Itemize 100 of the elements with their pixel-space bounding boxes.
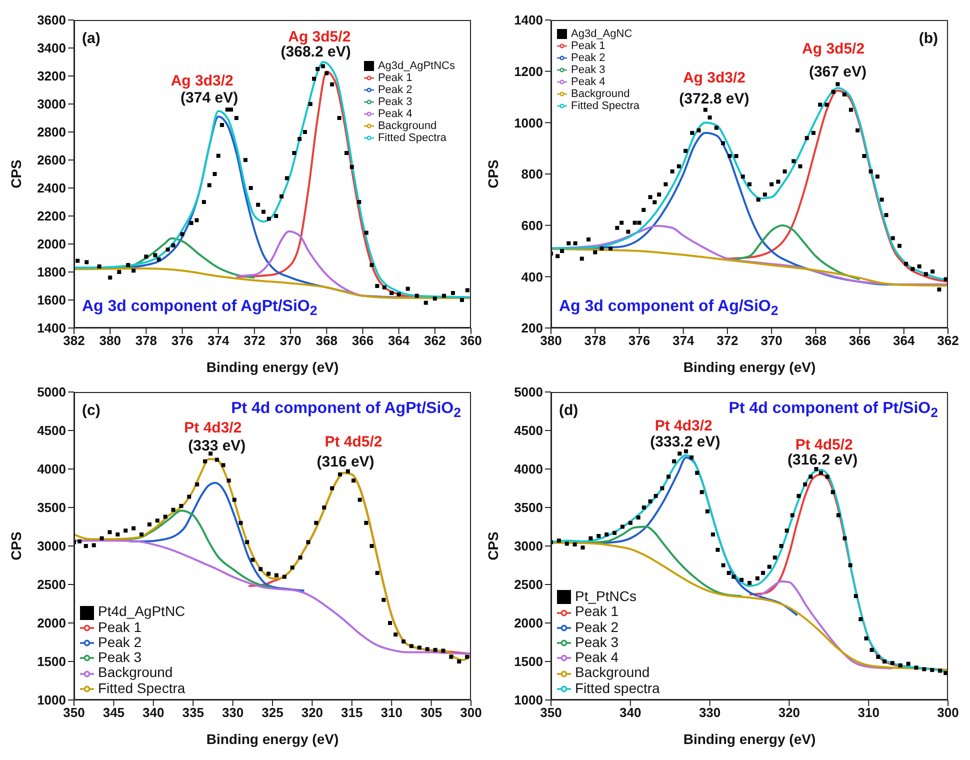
- x-tick-label: 330: [222, 705, 244, 720]
- annotation: (316 eV): [316, 454, 374, 471]
- y-tick-label: 3000: [514, 538, 543, 554]
- legend-label: Pt_PtNCs: [575, 588, 636, 604]
- x-tick-label: 380: [99, 333, 121, 348]
- annotation: Ag 3d3/2: [682, 70, 746, 87]
- annotation: (a): [82, 30, 100, 47]
- x-tick-label: 350: [540, 705, 562, 720]
- y-tick-label: 3500: [37, 500, 66, 516]
- x-tick-label: 330: [698, 705, 721, 720]
- annotation: (372.8 eV): [679, 90, 750, 108]
- x-tick-label: 370: [760, 333, 782, 348]
- y-tick-label: 5000: [514, 384, 543, 400]
- x-tick-label: 300: [937, 705, 959, 720]
- y-tick-label: 200: [521, 320, 543, 336]
- y-tick-label: 1500: [514, 654, 543, 670]
- y-tick-label: 3000: [37, 538, 66, 554]
- annotation: (316.2 eV): [788, 452, 858, 469]
- y-tick-label: 4500: [37, 423, 66, 438]
- annotation: Pt 4d3/2: [184, 419, 242, 436]
- legend-label: Background: [571, 88, 630, 100]
- legend-label: Peak 3: [378, 96, 412, 108]
- x-axis-title: Binding energy (eV): [206, 359, 339, 375]
- annotation: (333 eV): [188, 437, 246, 454]
- x-tick-label: 376: [171, 333, 194, 348]
- legend-label: Peak 1: [571, 40, 606, 52]
- annotation: (367 eV): [808, 63, 866, 80]
- x-tick-label: 362: [424, 333, 446, 348]
- y-tick-label: 2000: [37, 236, 66, 252]
- legend-label: Background: [98, 664, 173, 680]
- x-tick-label: 310: [858, 705, 880, 720]
- x-tick-label: 305: [420, 705, 442, 720]
- legend-label: Peak 4: [575, 649, 619, 666]
- y-tick-label: 4500: [514, 423, 543, 438]
- x-tick-label: 366: [848, 333, 871, 348]
- y-axis-title: CPS: [8, 532, 24, 560]
- x-tick-label: 315: [341, 705, 363, 720]
- annotation: Ag 3d5/2: [288, 28, 351, 46]
- x-tick-label: 350: [63, 705, 85, 720]
- y-tick-label: 2800: [37, 124, 66, 140]
- x-tick-label: 366: [352, 333, 374, 348]
- annotation: (368.2 eV): [280, 44, 351, 61]
- y-tick-label: 5000: [37, 384, 66, 400]
- y-tick-label: 3600: [37, 12, 66, 28]
- y-tick-label: 1000: [514, 115, 543, 130]
- annotation: Ag 3d5/2: [802, 40, 865, 58]
- x-tick-label: 364: [893, 333, 916, 348]
- annotation: Ag 3d component of Ag/SiO$_{2}$: [559, 298, 778, 318]
- y-tick-label: 2400: [37, 180, 66, 196]
- y-tick-label: 1200: [514, 64, 543, 79]
- y-tick-label: 2000: [514, 616, 543, 631]
- y-tick-label: 1000: [37, 692, 66, 708]
- legend-label: Fitted Spectra: [98, 680, 186, 696]
- x-tick-label: 364: [388, 333, 410, 348]
- legend-label: Pt4d_AgPtNC: [98, 603, 186, 620]
- x-tick-label: 380: [540, 333, 562, 348]
- y-axis-title: CPS: [484, 160, 501, 188]
- y-axis-title: CPS: [8, 160, 24, 188]
- legend-label: Peak 2: [571, 52, 606, 64]
- y-tick-label: 2500: [514, 577, 543, 592]
- y-axis-title: CPS: [484, 532, 501, 560]
- x-tick-label: 320: [301, 705, 324, 720]
- annotation: Pt 4d3/2: [654, 418, 712, 435]
- y-tick-label: 3000: [37, 96, 66, 112]
- annotation: Ag 3d3/2: [170, 72, 234, 90]
- legend-label: Peak 1: [378, 72, 412, 84]
- legend-label: Fitted Spectra: [571, 100, 640, 112]
- annotation: (333.2 eV): [650, 433, 720, 450]
- x-tick-label: 362: [937, 333, 959, 348]
- legend-label: Fitted Spectra: [378, 132, 446, 144]
- y-tick-label: 1400: [37, 320, 66, 336]
- y-tick-label: 4000: [37, 462, 66, 477]
- x-tick-label: 310: [380, 705, 402, 720]
- annotation: Ag 3d component of AgPt/SiO$_{2}$: [82, 298, 318, 318]
- x-tick-label: 372: [244, 333, 266, 348]
- x-tick-label: 368: [316, 333, 338, 348]
- annotation: Pt 4d component of Pt/SiO$_{2}$: [728, 400, 938, 420]
- y-tick-label: 4000: [514, 462, 543, 477]
- y-tick-label: 1800: [37, 264, 66, 280]
- legend-label: Peak 3: [571, 64, 606, 76]
- legend-label: Peak 3: [98, 649, 142, 666]
- x-tick-label: 300: [460, 705, 482, 720]
- y-tick-label: 3200: [37, 68, 66, 84]
- annotation: (b): [918, 30, 938, 47]
- x-tick-label: 325: [262, 705, 284, 720]
- x-tick-label: 370: [280, 333, 302, 348]
- annotation: (d): [559, 402, 578, 419]
- x-tick-label: 340: [142, 705, 164, 720]
- y-tick-label: 2200: [37, 208, 66, 224]
- y-tick-label: 400: [521, 269, 543, 284]
- legend-label: Peak 2: [575, 618, 619, 635]
- y-tick-label: 600: [521, 218, 543, 233]
- y-tick-label: 3400: [37, 40, 66, 56]
- x-axis-title: Binding energy (eV): [683, 359, 816, 375]
- y-tick-label: 800: [521, 166, 543, 182]
- y-tick-label: 1500: [37, 654, 66, 670]
- x-tick-label: 374: [672, 333, 695, 348]
- x-tick-label: 340: [620, 705, 642, 720]
- legend-label: Peak 2: [378, 84, 412, 96]
- y-tick-label: 2500: [37, 577, 66, 592]
